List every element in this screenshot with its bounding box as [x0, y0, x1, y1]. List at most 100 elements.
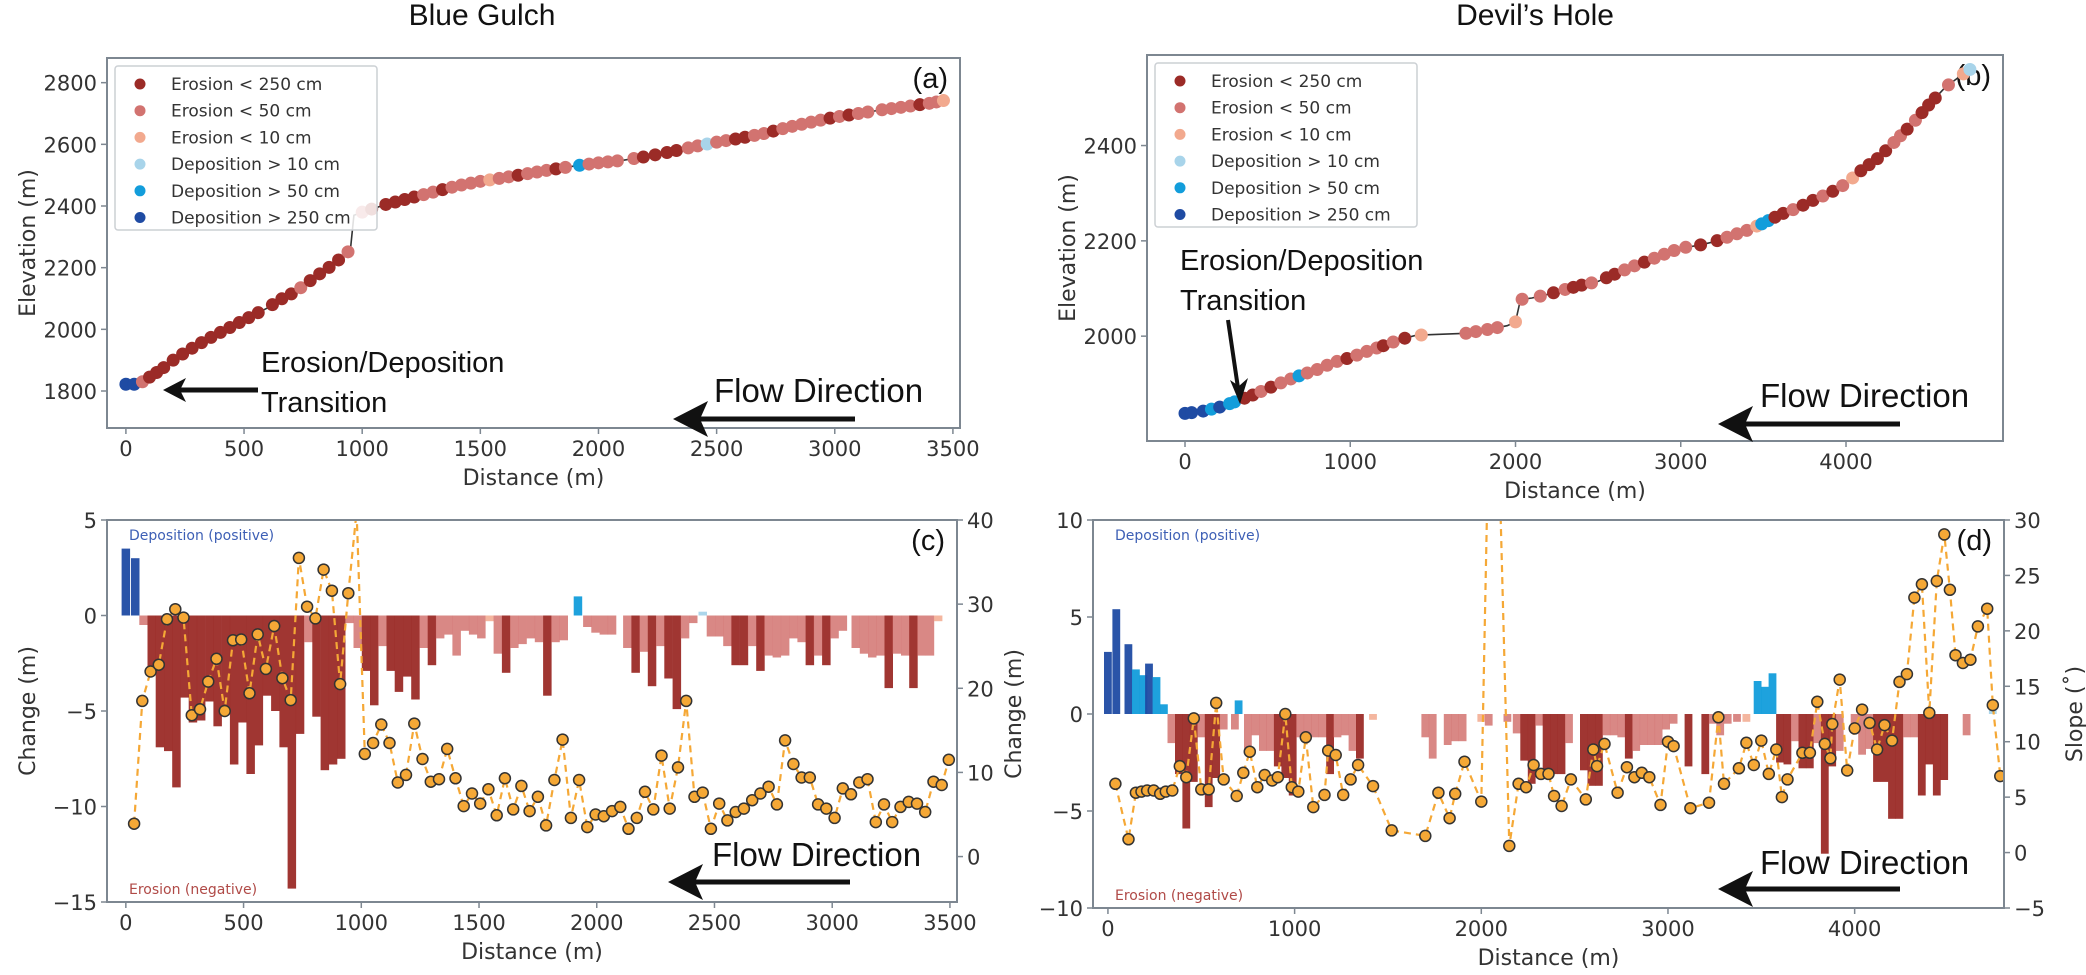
legend: Erosion < 250 cm Erosion < 50 cm Erosion <… — [114, 65, 378, 231]
slope-point — [243, 687, 256, 700]
y2-tick-label: −5 — [2014, 897, 2045, 921]
profile-point-erosion_50 — [1459, 326, 1473, 340]
slope-point — [127, 817, 141, 830]
flow-direction-label-a: Flow Direction — [714, 372, 923, 409]
slope-point — [614, 800, 627, 814]
slope-point — [1781, 773, 1794, 786]
slope-point — [942, 753, 956, 767]
change-bar-erosion — [1880, 714, 1889, 782]
legend-label-erosion_250: Erosion < 250 cm — [1211, 72, 1362, 92]
change-bar-erosion — [345, 615, 354, 624]
plot-area — [1104, 520, 2004, 854]
change-bar-deposition — [1104, 651, 1112, 714]
change-bar-erosion — [196, 615, 206, 721]
slope-point — [721, 814, 734, 827]
y-tick-label: 5 — [1070, 606, 1083, 630]
change-bar-erosion — [328, 615, 338, 765]
change-bar-erosion — [706, 615, 716, 637]
change-bar-erosion — [501, 615, 511, 673]
legend-label-erosion_10: Erosion < 10 cm — [1211, 125, 1352, 145]
change-bar-erosion — [1512, 714, 1521, 734]
y-tick-label: 2800 — [44, 72, 97, 96]
slope-point — [1344, 773, 1357, 786]
legend-marker-deposition_250 — [134, 212, 146, 223]
slope-point — [259, 662, 273, 676]
profile-point-erosion_50 — [1469, 325, 1483, 339]
x-tick-label: 2000 — [570, 911, 623, 935]
slope-point — [1938, 528, 1951, 541]
slope-point — [136, 694, 149, 708]
change-bar-erosion — [933, 615, 943, 622]
change-bar-erosion — [892, 615, 902, 654]
slope-point — [1915, 578, 1929, 591]
profile-point-erosion_250 — [1608, 267, 1622, 281]
panel-a-elevation-profile: 0 500 1000 1500 2000 2500 3000 3500 1800 2000 2200… — [16, 57, 980, 491]
panel-c-change-and-slope: 0 500 1000 1500 2000 2500 3000 3500 −15 −10 −5 0 5 0 1… — [16, 509, 994, 965]
slope-point — [325, 584, 339, 597]
change-bar-erosion — [139, 615, 148, 625]
slope-point — [877, 798, 891, 811]
change-bar-erosion — [534, 615, 544, 643]
change-bar-erosion — [1503, 714, 1512, 722]
slope-point — [1702, 796, 1716, 809]
change-bar-erosion — [1609, 714, 1618, 736]
flow-arrow-d — [1718, 871, 1900, 907]
change-bar-erosion — [1835, 714, 1844, 751]
slope-point — [408, 717, 421, 730]
profile-point-erosion_250 — [284, 287, 298, 301]
change-bar-erosion — [419, 615, 428, 648]
change-bar-erosion — [772, 615, 782, 658]
title-blue-gulch: Blue Gulch — [409, 0, 556, 32]
change-bar-erosion — [1333, 714, 1342, 738]
change-bar-erosion — [1421, 714, 1430, 738]
slope-point — [572, 773, 586, 787]
change-bar-erosion — [1451, 714, 1459, 742]
change-bar-erosion — [1888, 714, 1896, 819]
slope-point — [1908, 591, 1921, 604]
profile-point-erosion_250 — [1826, 184, 1840, 198]
change-bar-erosion — [1318, 714, 1327, 738]
x-tick-label: 3000 — [1654, 450, 1707, 474]
y2-tick-label: 10 — [967, 761, 994, 785]
change-bar-deposition — [1124, 644, 1133, 714]
change-bar-erosion — [723, 615, 732, 647]
change-bar-erosion — [370, 615, 379, 706]
x-tick-label: 1000 — [335, 437, 388, 461]
slope-point — [1527, 758, 1540, 772]
change-bar-erosion — [731, 615, 740, 666]
slope-point — [1366, 779, 1380, 793]
profile-point-erosion_50 — [894, 100, 908, 114]
slope-point — [1824, 752, 1837, 765]
x-tick-label: 2500 — [688, 911, 741, 935]
change-bar-erosion — [917, 615, 926, 656]
slope-point — [276, 671, 289, 685]
change-bar-erosion — [559, 615, 568, 641]
profile-point-erosion_250 — [195, 336, 209, 350]
change-bar-erosion — [797, 615, 806, 643]
legend-marker-erosion_250 — [134, 78, 146, 90]
change-bar-erosion — [1259, 714, 1267, 751]
profile-point-erosion_250 — [1928, 91, 1942, 105]
change-bar-deposition — [1145, 663, 1153, 714]
slope-point — [1717, 777, 1731, 791]
legend-marker-deposition_50 — [134, 185, 146, 197]
change-bar-erosion — [1296, 714, 1305, 738]
change-bar-erosion — [680, 615, 690, 639]
x-tick-label: 0 — [1178, 450, 1191, 474]
change-bar-erosion — [1742, 714, 1751, 722]
change-bar-erosion — [1244, 714, 1252, 749]
x-tick-label: 0 — [1101, 917, 1114, 941]
slope-point — [432, 772, 446, 786]
profile-point-erosion_250 — [332, 253, 346, 267]
slope-point — [1385, 824, 1398, 837]
profile-point-erosion_250 — [648, 148, 662, 162]
change-bar-erosion — [526, 615, 536, 639]
profile-point-erosion_250 — [1575, 278, 1589, 292]
slope-point — [1547, 789, 1561, 803]
slope-point — [1448, 787, 1462, 801]
legend-marker-erosion_250 — [1174, 75, 1186, 87]
slope-point — [861, 772, 874, 786]
slope-point — [193, 703, 207, 716]
change-bar-erosion — [510, 615, 519, 648]
change-bar-erosion — [1273, 714, 1282, 767]
